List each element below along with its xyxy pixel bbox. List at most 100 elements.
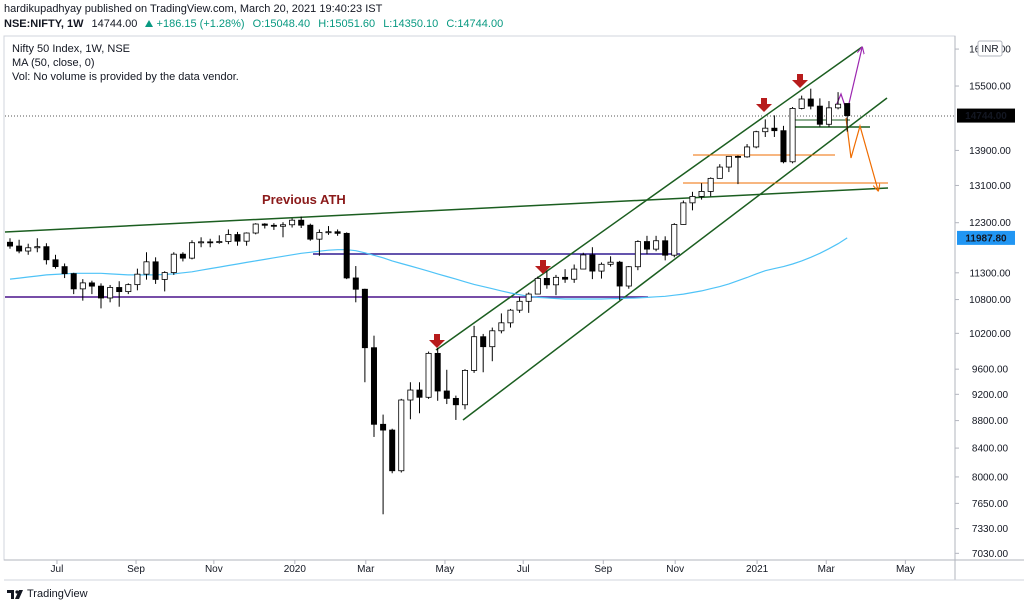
candle-body <box>125 284 132 293</box>
candle-body <box>198 241 205 244</box>
candle-body <box>780 130 787 163</box>
footer: TradingView <box>6 588 88 600</box>
candle-body <box>689 196 696 204</box>
candle-body <box>216 241 223 243</box>
quote-line: NSE:NIFTY, 1W 14744.00 +186.15 (+1.28%) … <box>4 17 503 32</box>
candle-body <box>525 293 532 302</box>
y-tick-label: 7330.00 <box>972 524 1009 535</box>
price-tag-label: 11987.80 <box>965 233 1007 244</box>
candle-body <box>662 240 669 256</box>
candle-body <box>234 234 241 242</box>
candle-body <box>25 247 32 252</box>
y-tick-label: 7650.00 <box>972 499 1009 510</box>
candle-body <box>798 98 805 109</box>
candle-body <box>598 263 605 272</box>
candle-body <box>243 232 250 242</box>
candle-body <box>552 276 559 286</box>
candle-body <box>361 288 368 349</box>
candle-body <box>616 261 623 287</box>
candle-body <box>762 127 769 133</box>
candle-body <box>225 234 232 242</box>
candle-body <box>16 245 23 252</box>
x-tick-label: Sep <box>594 564 612 575</box>
up-icon <box>145 20 154 27</box>
x-tick-label: Nov <box>666 564 684 575</box>
candle-body <box>471 336 478 371</box>
candle-body <box>634 241 641 268</box>
arrows <box>429 74 808 348</box>
price-tag <box>957 230 1015 245</box>
candle-body <box>835 103 842 109</box>
projection <box>845 117 878 190</box>
candle-body <box>643 241 650 250</box>
legend-title: Nifty 50 Index, 1W, NSE <box>12 43 130 55</box>
y-tick-label: 11300.00 <box>970 268 1011 279</box>
brand: TradingView <box>27 588 88 600</box>
candle-body <box>398 399 405 472</box>
publish-line: hardikupadhyay published on TradingView.… <box>4 3 383 15</box>
candle-body <box>389 429 396 472</box>
candle-body <box>789 108 796 163</box>
candle-body <box>343 232 350 279</box>
candle-body <box>116 287 123 293</box>
candle-body <box>170 253 177 273</box>
candle-body <box>534 277 541 295</box>
currency-box <box>977 40 1003 57</box>
channel-upper <box>435 46 863 351</box>
candle-body <box>143 261 150 275</box>
moving-average <box>9 237 848 300</box>
x-tick-label: May <box>896 564 915 575</box>
y-tick-label: 9200.00 <box>972 390 1009 401</box>
candle-body <box>498 322 505 332</box>
candle-body <box>434 352 441 392</box>
candle-body <box>307 224 314 240</box>
candle-body <box>707 177 714 192</box>
candle-body <box>188 242 195 259</box>
symbol: NSE:NIFTY, 1W <box>4 18 84 30</box>
candle-body <box>625 266 632 287</box>
logo <box>7 590 23 599</box>
y-tick-label: 10200.00 <box>969 329 1011 340</box>
x-tick-label: Jul <box>51 564 64 575</box>
candle-body <box>680 202 687 225</box>
candle-body <box>807 98 814 107</box>
candle-body <box>43 246 50 261</box>
x-tick-label: Mar <box>357 564 375 575</box>
candle-body <box>825 107 832 125</box>
candle-body <box>716 166 723 179</box>
candle-body <box>252 223 259 234</box>
annotation: Previous ATH <box>262 192 346 207</box>
y-tick-label: 7030.00 <box>972 549 1009 560</box>
candle-body <box>370 347 377 425</box>
candle-body <box>407 389 414 401</box>
x-tick-label: 2021 <box>746 564 769 575</box>
candle-body <box>744 146 751 158</box>
drawings: Previous ATH <box>4 46 955 421</box>
candle-body <box>452 397 459 406</box>
down-arrow <box>535 260 551 274</box>
candle-body <box>480 336 487 348</box>
candle-body <box>316 232 323 240</box>
candle-body <box>152 261 159 280</box>
candle-body <box>107 287 114 299</box>
candle-body <box>416 389 423 398</box>
candle-body <box>380 423 387 431</box>
candle-body <box>352 277 359 290</box>
change: +186.15 (+1.28%) <box>156 18 245 30</box>
chart: Previous ATH Nifty 50 Index, 1W, NSE MA … <box>3 35 1024 581</box>
candle-body <box>671 224 678 256</box>
candle-body <box>489 330 496 348</box>
candle-body <box>79 282 86 290</box>
candle-body <box>298 219 305 226</box>
x-tick-label: Nov <box>205 564 223 575</box>
legend-volume: Vol: No volume is provided by the data v… <box>12 71 239 83</box>
candle-body <box>88 282 95 287</box>
candle-body <box>207 241 214 244</box>
header: hardikupadhyay published on TradingView.… <box>4 2 503 32</box>
x-tick-label: Jul <box>517 564 530 575</box>
y-tick-label: 12300.00 <box>969 218 1011 229</box>
candle-body <box>734 155 741 158</box>
candle-body <box>589 254 596 272</box>
candle-body <box>279 224 286 227</box>
